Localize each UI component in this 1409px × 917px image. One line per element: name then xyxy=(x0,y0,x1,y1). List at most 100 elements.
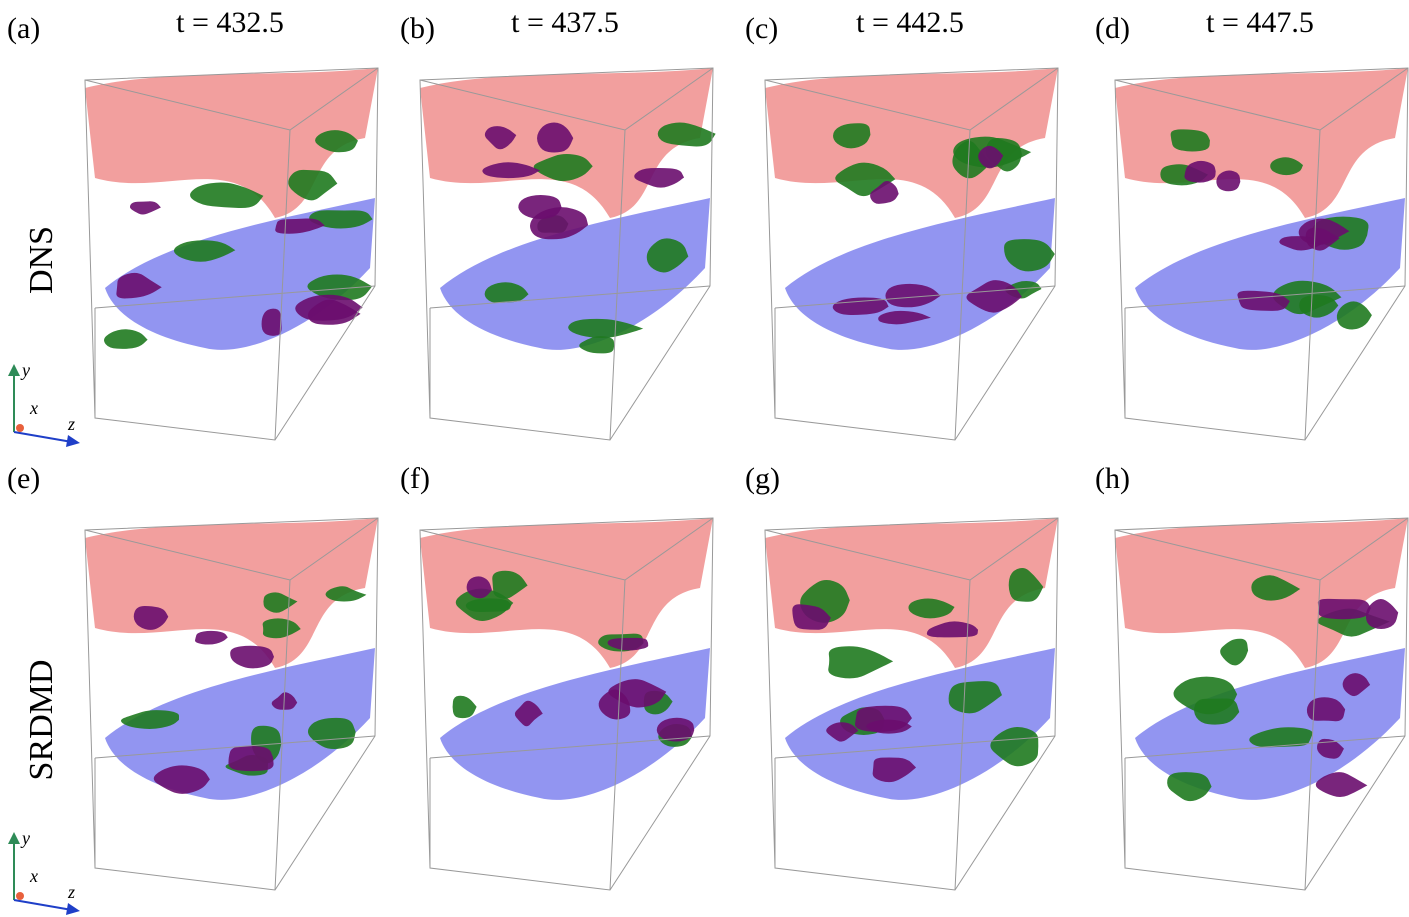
isosurface xyxy=(103,329,148,349)
isosurface xyxy=(1170,129,1210,152)
isosurface xyxy=(878,310,931,325)
isosurface xyxy=(153,765,210,794)
isosurface xyxy=(634,167,685,188)
isosurface xyxy=(952,140,991,179)
isosurface xyxy=(926,621,979,638)
box-edge xyxy=(764,517,1059,891)
box-edge xyxy=(1114,67,1409,441)
z-axis-arrow xyxy=(13,899,73,911)
x-axis-dot xyxy=(16,892,24,900)
isosurface xyxy=(990,726,1039,767)
isosurface xyxy=(579,336,615,354)
panel xyxy=(419,67,716,441)
isosurface xyxy=(1008,568,1044,602)
isosurface xyxy=(598,689,631,720)
box-edge xyxy=(419,517,714,891)
isosurface xyxy=(307,274,373,301)
box-edge xyxy=(1114,517,1409,891)
isosurface xyxy=(120,710,180,729)
axis-label: z xyxy=(67,882,75,902)
isosurface xyxy=(646,238,689,273)
isosurface xyxy=(230,645,275,669)
isosurface xyxy=(530,207,589,240)
time-label: t = 437.5 xyxy=(511,6,619,39)
isosurface xyxy=(1249,727,1313,748)
isosurface xyxy=(833,123,871,149)
box-edge xyxy=(1114,67,1409,441)
isosurface xyxy=(828,646,894,679)
isosurface xyxy=(1316,738,1344,759)
isosurface xyxy=(116,272,162,299)
isosurface xyxy=(309,210,373,229)
isosurface xyxy=(826,722,859,742)
panel-label: (g) xyxy=(745,462,780,495)
isosurface xyxy=(607,637,649,651)
isosurface xyxy=(288,169,338,201)
axis-label: y xyxy=(20,828,30,848)
red-sheet xyxy=(420,518,713,668)
isosurface xyxy=(1167,772,1212,802)
panel-label: (c) xyxy=(745,12,778,45)
isosurface xyxy=(1272,280,1342,315)
box-edge xyxy=(419,67,714,441)
z-axis-arrow xyxy=(13,431,73,443)
isosurface xyxy=(228,745,274,772)
isosurface xyxy=(1216,170,1241,192)
isosurface xyxy=(262,618,301,639)
time-label: t = 432.5 xyxy=(176,6,284,39)
isosurface xyxy=(854,705,912,732)
box-edge xyxy=(764,67,1059,441)
blue-sheet xyxy=(1135,648,1405,800)
isosurface xyxy=(1270,157,1304,176)
red-sheet xyxy=(765,518,1058,668)
arrow-head xyxy=(66,435,80,447)
isosurface xyxy=(315,130,358,153)
box-edge xyxy=(764,67,1059,441)
panel xyxy=(764,517,1059,891)
row-label: SRDMD xyxy=(23,660,60,781)
box-edge xyxy=(84,67,379,441)
isosurface xyxy=(885,283,941,308)
box-edge xyxy=(419,67,714,441)
panel-label: (a) xyxy=(7,12,40,45)
isosurface xyxy=(514,700,543,727)
isosurface xyxy=(261,308,282,336)
isosurface xyxy=(484,282,529,303)
isosurface xyxy=(1315,772,1368,797)
isosurface xyxy=(966,280,1023,313)
arrow-head xyxy=(8,364,20,376)
panel xyxy=(84,67,379,441)
isosurface xyxy=(1004,239,1055,272)
isosurface xyxy=(1306,697,1346,722)
isosurface xyxy=(482,162,541,179)
isosurface xyxy=(1194,698,1240,725)
panel-label: (h) xyxy=(1095,462,1130,495)
isosurface xyxy=(190,182,264,208)
isosurface xyxy=(657,122,716,147)
isosurface xyxy=(568,318,644,338)
axis-label: x xyxy=(29,398,38,418)
isosurface xyxy=(1251,575,1301,601)
arrow-head xyxy=(8,832,20,844)
panel xyxy=(1114,517,1409,891)
isosurface xyxy=(1336,301,1372,330)
box-edge xyxy=(84,67,379,441)
panel xyxy=(764,67,1059,441)
axis-label: z xyxy=(67,414,75,434)
isosurface xyxy=(537,122,574,153)
isosurface xyxy=(792,604,831,630)
time-label: t = 447.5 xyxy=(1206,6,1314,39)
box-edge xyxy=(84,517,379,891)
isosurface xyxy=(1365,598,1399,629)
panel-label: (d) xyxy=(1095,12,1130,45)
isosurface xyxy=(295,294,363,321)
box-edge xyxy=(764,517,1059,891)
isosurface xyxy=(492,570,528,599)
axis-label: y xyxy=(20,360,30,380)
isosurface xyxy=(307,717,356,750)
isosurface xyxy=(1317,598,1371,620)
isosurface xyxy=(1279,236,1324,251)
isosurface xyxy=(1342,673,1371,697)
isosurface xyxy=(195,630,228,645)
blue-sheet xyxy=(440,198,710,350)
